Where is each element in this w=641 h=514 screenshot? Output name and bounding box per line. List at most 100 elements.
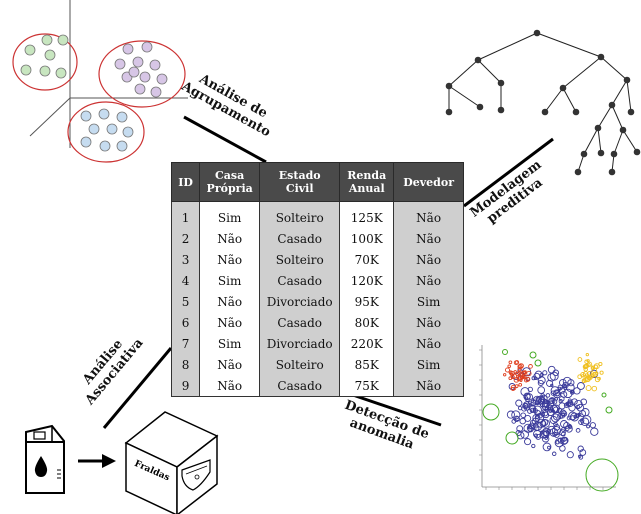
cluster-point	[141, 41, 153, 53]
table-cell: Não	[199, 354, 261, 375]
anomaly-point	[510, 384, 517, 391]
tree-edge	[611, 79, 628, 106]
tree-edge	[626, 79, 632, 113]
anomaly-point	[519, 376, 524, 380]
tree-node	[474, 56, 482, 64]
anomaly-point	[578, 454, 582, 458]
anomaly-point	[582, 415, 592, 425]
anomaly-outlier	[502, 349, 508, 355]
anomaly-point	[574, 399, 583, 409]
cluster-point	[156, 73, 168, 85]
anomaly-point	[542, 410, 549, 417]
anomaly-point	[564, 425, 570, 432]
anomaly-point	[580, 417, 590, 427]
cluster-point	[44, 49, 56, 61]
anomaly-point	[578, 409, 587, 418]
anomaly-plot	[479, 345, 619, 492]
table-cell: Não	[199, 291, 261, 312]
anomaly-point	[575, 428, 581, 433]
table-cell: Sim	[393, 291, 464, 312]
cluster-point	[106, 123, 118, 135]
tree-node	[572, 108, 580, 116]
anomaly-point	[547, 406, 554, 413]
anomaly-point	[529, 407, 536, 414]
cluster-point	[139, 71, 151, 83]
anomaly-ticks	[479, 349, 604, 490]
tree-edge	[597, 127, 602, 154]
tree-edge	[562, 87, 577, 113]
tree-node	[497, 106, 505, 114]
cluster-point	[150, 86, 162, 98]
anomaly-point	[582, 364, 588, 370]
anomaly-point	[528, 364, 533, 369]
tree-node	[610, 150, 618, 158]
tree-edge	[597, 104, 613, 129]
anomaly-point	[560, 431, 566, 437]
table-cell: 125K	[339, 201, 395, 228]
anomaly-point	[520, 430, 529, 439]
anomaly-points	[482, 349, 619, 492]
table-cell: 80K	[339, 312, 395, 333]
table-cell: Solteiro	[259, 201, 341, 228]
table-row: 5 Não Divorciado 95K Sim	[170, 291, 464, 312]
cluster-point	[20, 64, 32, 76]
table-cell: 6	[170, 312, 201, 333]
cluster-point	[132, 56, 144, 68]
table-cell: 4	[170, 270, 201, 291]
anomaly-point	[567, 379, 575, 387]
anomaly-point	[552, 369, 560, 377]
tree-node	[608, 168, 616, 176]
cluster-point	[128, 66, 140, 78]
anomaly-point	[542, 442, 552, 452]
tree-edge	[477, 59, 502, 84]
anomaly-point	[570, 415, 576, 421]
anomaly-point	[523, 377, 529, 383]
anomaly-point	[589, 422, 596, 429]
table-cell: 100K	[339, 228, 395, 249]
anomaly-point	[527, 426, 534, 433]
header-renda-anual: Renda Anual	[339, 162, 395, 202]
anomaly-point	[541, 427, 551, 437]
table-cell: Não	[393, 375, 464, 397]
milk-carton-icon	[25, 424, 65, 494]
tree-edge	[448, 59, 479, 87]
anomaly-point	[539, 394, 548, 403]
cluster-point	[134, 83, 146, 95]
arrow-icon	[78, 454, 116, 468]
anomaly-point	[531, 417, 540, 426]
table-cell: 95K	[339, 291, 395, 312]
anomaly-point	[541, 399, 550, 408]
table-cell: Casado	[259, 312, 341, 333]
anomaly-point	[586, 375, 591, 380]
table-cell: Não	[199, 228, 261, 249]
cluster-point	[57, 34, 69, 46]
header-devedor: Devedor	[393, 162, 464, 202]
table-cell: Solteiro	[259, 354, 341, 375]
anomaly-point	[515, 371, 521, 377]
header-id: ID	[170, 162, 201, 202]
anomaly-point	[550, 390, 556, 396]
anomaly-point	[591, 373, 596, 378]
anomaly-point	[565, 401, 570, 406]
table-cell: Casado	[259, 270, 341, 291]
connector-associative	[102, 347, 173, 429]
table-row: 8 Não Solteiro 85K Sim	[170, 354, 464, 375]
table-cell: Não	[393, 312, 464, 333]
anomaly-point	[520, 387, 530, 397]
anomaly-point	[578, 419, 584, 425]
cluster-point	[55, 67, 67, 79]
anomaly-point	[577, 445, 584, 452]
table-cell: Não	[393, 249, 464, 270]
anomaly-point	[553, 431, 560, 438]
cluster-points-green	[20, 34, 69, 79]
anomaly-point	[577, 357, 583, 362]
tree-edge	[611, 104, 624, 131]
anomaly-point	[527, 425, 532, 430]
anomaly-point	[533, 423, 539, 429]
anomaly-point	[523, 404, 530, 411]
anomaly-point	[536, 418, 546, 428]
anomaly-point	[590, 366, 595, 370]
cluster-ring-green	[12, 33, 78, 91]
anomaly-point	[532, 395, 542, 405]
anomaly-point	[524, 438, 532, 446]
